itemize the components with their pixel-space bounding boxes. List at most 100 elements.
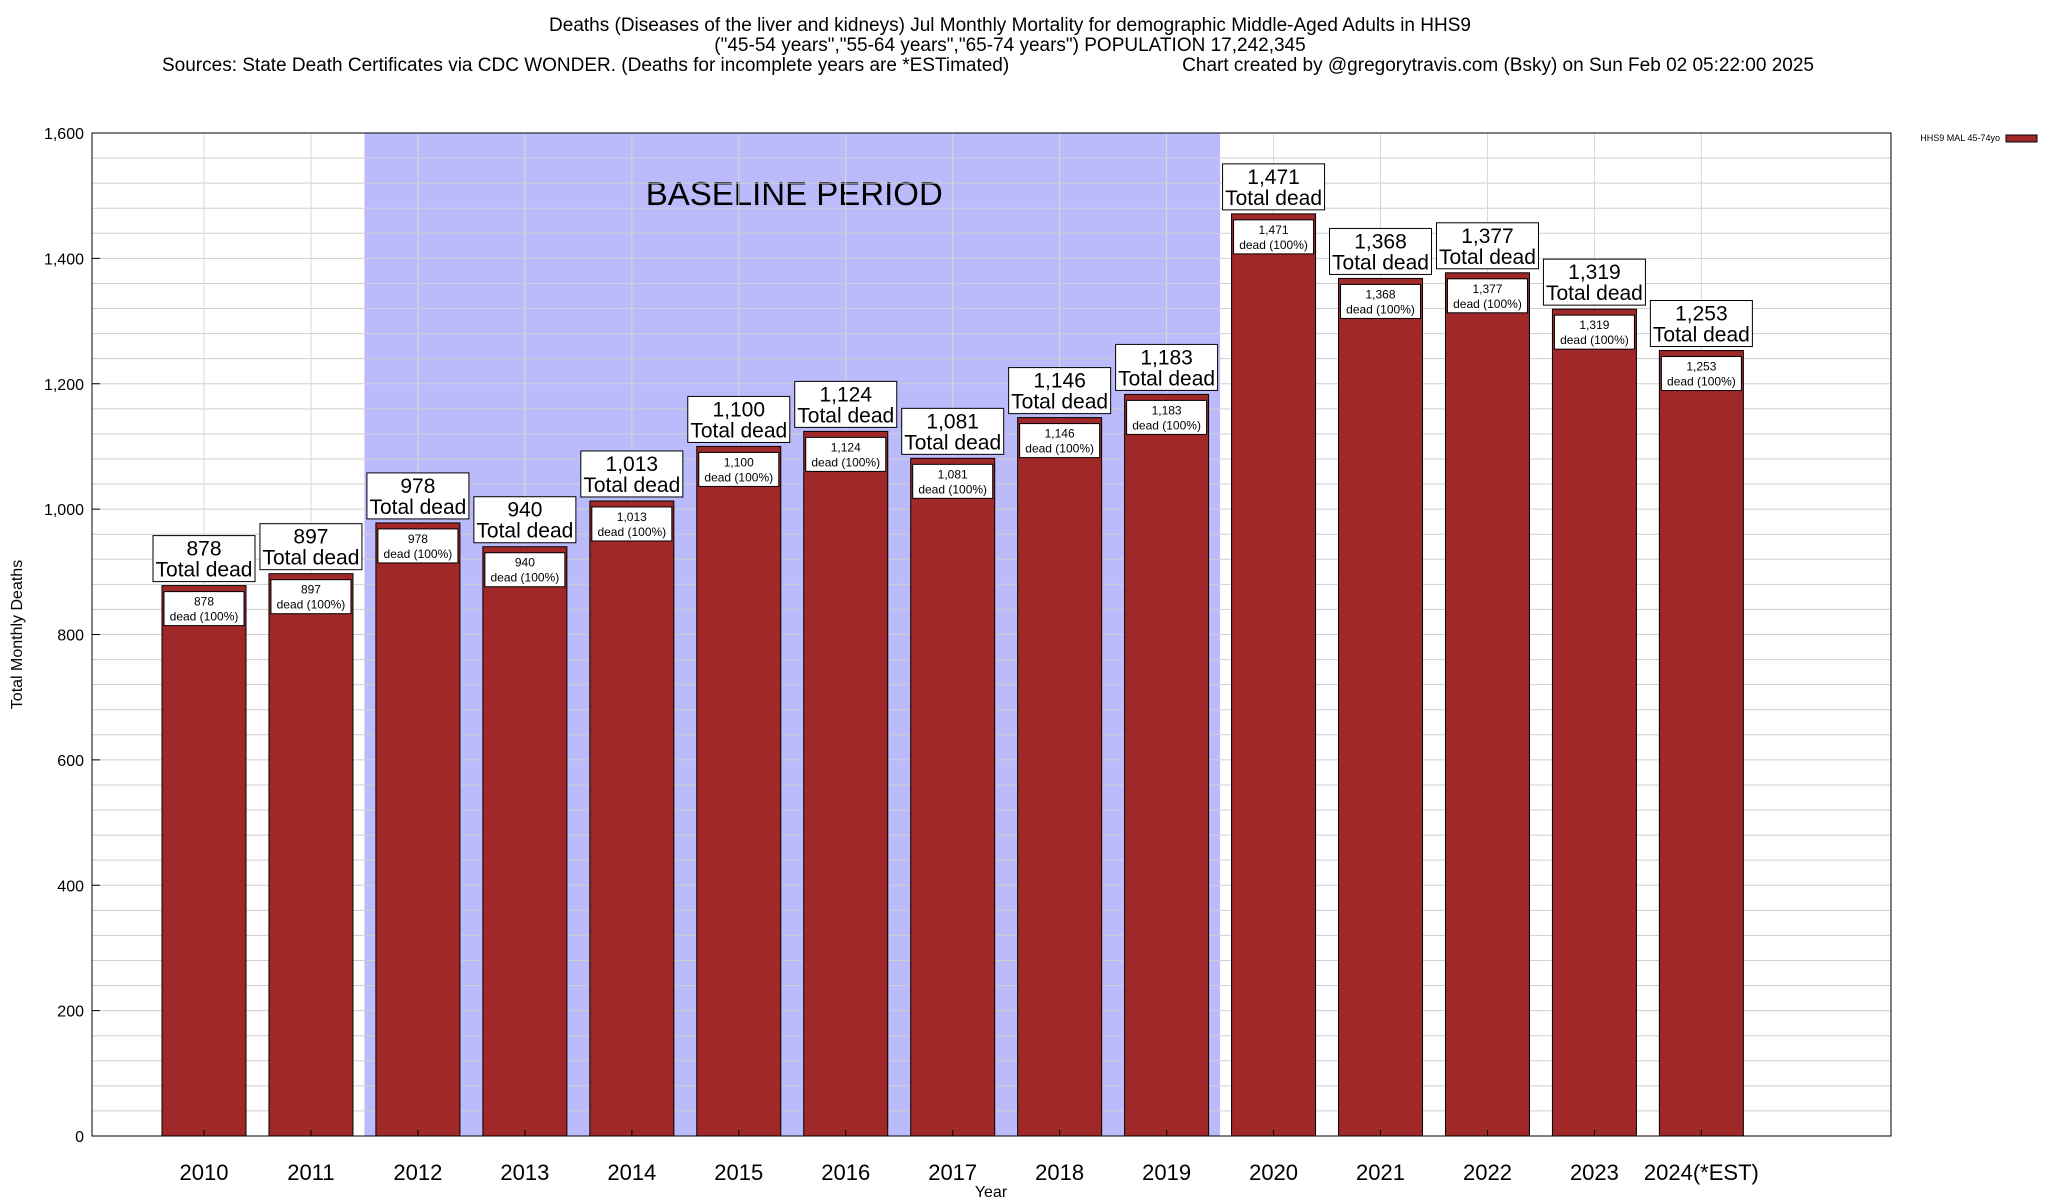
bar-total-suffix-label: Total dead xyxy=(904,431,1001,454)
bar-total-value-label: 940 xyxy=(507,499,542,522)
bar-total-label-box xyxy=(1435,222,1539,270)
bar xyxy=(1444,272,1530,1137)
bar-inner-value-label: 1,124 xyxy=(831,440,861,454)
bar-inner-value-label: 1,081 xyxy=(938,467,968,481)
title-line-2: ("45-54 years","55-64 years","65-74 year… xyxy=(714,35,1305,56)
bar-inner-value-label: 1,253 xyxy=(1686,360,1716,374)
bar xyxy=(1658,350,1744,1137)
x-axis-title: Year xyxy=(975,1184,1008,1200)
bar-total-value-label: 1,013 xyxy=(606,453,659,476)
bar-inner-percent-label: dead (100%) xyxy=(1239,238,1308,252)
bar-total-value-label: 1,124 xyxy=(819,383,872,406)
bar-total-suffix-label: Total dead xyxy=(583,474,680,497)
bar-inner-percent-label: dead (100%) xyxy=(277,598,346,612)
x-axis-tick-label: 2012 xyxy=(393,1160,442,1185)
x-axis-tick-label: 2024(*EST) xyxy=(1644,1160,1759,1185)
bar-inner-label-box xyxy=(805,436,887,472)
y-axis-tick-label: 600 xyxy=(57,753,84,770)
bar-inner-percent-label: dead (100%) xyxy=(1346,302,1415,316)
bar-inner-value-label: 1,319 xyxy=(1579,318,1609,332)
bar-total-value-label: 1,377 xyxy=(1461,225,1514,248)
title-line-credit: Chart created by @gregorytravis.com (Bsk… xyxy=(1182,55,1814,76)
bar-inner-value-label: 1,146 xyxy=(1045,427,1075,441)
bar-total-label-box xyxy=(794,380,898,428)
bar xyxy=(1124,393,1210,1137)
y-axis-title: Total Monthly Deaths xyxy=(9,560,26,709)
x-axis-tick-label: 2011 xyxy=(287,1160,334,1185)
legend-series-label: HHS9 MAL 45-74yo xyxy=(1920,133,2000,143)
x-axis-tick-label: 2017 xyxy=(928,1160,977,1185)
bar-inner-label-box xyxy=(591,506,673,542)
title-line-sources: Sources: State Death Certificates via CD… xyxy=(162,55,1009,76)
bar xyxy=(482,546,568,1137)
bar-inner-value-label: 1,100 xyxy=(724,455,754,469)
y-axis-tick-label: 1,400 xyxy=(44,251,84,268)
bar-inner-percent-label: dead (100%) xyxy=(918,482,987,496)
bar-inner-label-box xyxy=(912,463,994,499)
bar-total-label-box xyxy=(259,523,363,571)
bar-inner-value-label: 1,377 xyxy=(1472,282,1502,296)
bar xyxy=(1338,277,1424,1137)
y-axis-tick-label: 200 xyxy=(57,1004,84,1021)
y-axis-tick-label: 800 xyxy=(57,628,84,645)
bar xyxy=(1017,417,1103,1137)
bar xyxy=(268,573,354,1137)
bar-total-label-box xyxy=(1542,258,1646,306)
x-axis-tick-label: 2018 xyxy=(1035,1160,1084,1185)
legend-swatch xyxy=(2005,134,2038,143)
bar-total-value-label: 978 xyxy=(400,475,435,498)
bar-total-suffix-label: Total dead xyxy=(1546,282,1643,305)
bar-total-value-label: 1,253 xyxy=(1675,303,1728,326)
y-axis-tick-label: 0 xyxy=(75,1129,84,1146)
bar-total-label-box xyxy=(366,472,470,520)
bar xyxy=(375,522,461,1137)
bar-total-value-label: 1,081 xyxy=(926,410,979,433)
x-axis-tick-label: 2019 xyxy=(1142,1160,1191,1185)
bar-inner-percent-label: dead (100%) xyxy=(170,610,239,624)
bar-total-value-label: 1,319 xyxy=(1568,261,1621,284)
bar-inner-percent-label: dead (100%) xyxy=(597,525,666,539)
bar-total-suffix-label: Total dead xyxy=(1439,246,1536,269)
x-axis-tick-label: 2020 xyxy=(1249,1160,1298,1185)
bar-inner-percent-label: dead (100%) xyxy=(1560,333,1629,347)
bar xyxy=(803,430,889,1137)
bar-inner-value-label: 878 xyxy=(194,595,214,609)
bar-total-label-box xyxy=(1329,227,1433,275)
bar-total-suffix-label: Total dead xyxy=(1653,324,1750,347)
bar-total-suffix-label: Total dead xyxy=(1225,187,1322,210)
x-axis: 2010 2011 2012 2013 2014 2015 2016 2017 2018 2019… xyxy=(180,1130,1759,1185)
bar-inner-value-label: 978 xyxy=(408,532,428,546)
bar-total-label-box xyxy=(687,395,791,443)
bar xyxy=(910,457,996,1137)
bar-total-label-box xyxy=(1649,300,1753,348)
y-axis-tick-label: 400 xyxy=(57,878,84,895)
bar-inner-percent-label: dead (100%) xyxy=(811,455,880,469)
bar-inner-value-label: 897 xyxy=(301,583,321,597)
bar-total-label-box xyxy=(901,407,1005,455)
bar-total-label-box xyxy=(1008,367,1112,415)
bar-inner-percent-label: dead (100%) xyxy=(491,571,560,585)
y-axis: 0 200 400 600 800 1,000 1,200 1,400 1,600 xyxy=(44,126,100,1146)
bar-total-suffix-label: Total dead xyxy=(369,496,466,519)
x-axis-tick-label: 2013 xyxy=(500,1160,549,1185)
bar-total-suffix-label: Total dead xyxy=(1332,251,1429,274)
legend: HHS9 MAL 45-74yo xyxy=(1920,133,2038,143)
bar-inner-label-box xyxy=(1019,423,1101,459)
bar-inner-label-box xyxy=(163,591,245,627)
x-axis-tick-label: 2022 xyxy=(1463,1160,1512,1185)
bar-inner-label-box xyxy=(698,451,780,487)
title-line-1: Deaths (Diseases of the liver and kidney… xyxy=(549,15,1471,36)
chart-title: Deaths (Diseases of the liver and kidney… xyxy=(162,15,1814,76)
bar-total-value-label: 1,100 xyxy=(712,398,765,421)
x-axis-tick-label: 2015 xyxy=(714,1160,763,1185)
bar-total-value-label: 1,368 xyxy=(1354,230,1407,253)
bar-inner-value-label: 1,013 xyxy=(617,510,647,524)
x-axis-tick-label: 2021 xyxy=(1356,1160,1405,1185)
bar-inner-percent-label: dead (100%) xyxy=(1453,297,1522,311)
x-axis-tick-label: 2016 xyxy=(821,1160,870,1185)
bar-total-suffix-label: Total dead xyxy=(690,419,787,442)
bar-inner-label-box xyxy=(270,579,352,615)
bar-total-value-label: 1,146 xyxy=(1033,370,1086,393)
